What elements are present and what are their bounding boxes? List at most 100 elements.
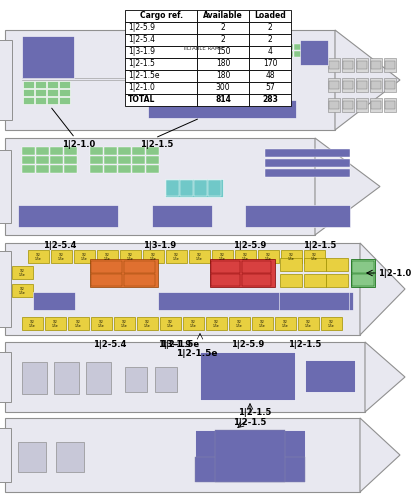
- Bar: [50, 156, 63, 164]
- Text: 1|3-1.9: 1|3-1.9: [158, 340, 191, 349]
- Bar: [124, 274, 155, 286]
- Bar: [18, 442, 46, 472]
- Bar: [294, 51, 305, 57]
- Bar: [0, 150, 11, 223]
- Bar: [152, 205, 212, 227]
- Bar: [91, 317, 112, 330]
- Bar: [47, 89, 58, 96]
- Bar: [35, 97, 46, 104]
- Bar: [174, 44, 185, 50]
- Bar: [186, 44, 197, 50]
- Text: 1|2-1.5e: 1|2-1.5e: [176, 349, 218, 358]
- Bar: [304, 258, 326, 271]
- Text: 1|2
1.5e: 1|2 1.5e: [28, 320, 35, 328]
- Bar: [352, 274, 374, 286]
- Bar: [114, 317, 135, 330]
- Bar: [329, 61, 339, 69]
- Bar: [384, 78, 396, 92]
- Bar: [118, 147, 131, 155]
- Text: 1|2
1.5e: 1|2 1.5e: [52, 320, 58, 328]
- Text: 1|2-1.0: 1|2-1.0: [378, 268, 411, 278]
- Bar: [90, 156, 103, 164]
- Bar: [5, 30, 335, 130]
- Text: 1|2-5.4: 1|2-5.4: [128, 36, 155, 44]
- Bar: [328, 58, 340, 72]
- Text: 2: 2: [268, 24, 272, 32]
- Bar: [143, 250, 164, 263]
- Text: 1|2
1.5e: 1|2 1.5e: [144, 320, 150, 328]
- Bar: [104, 165, 117, 173]
- Text: 1|2-1.5e: 1|2-1.5e: [160, 340, 199, 349]
- Bar: [158, 292, 353, 310]
- Text: 1|2
1.5e: 1|2 1.5e: [282, 320, 288, 328]
- Bar: [210, 44, 221, 50]
- Bar: [137, 317, 158, 330]
- Bar: [47, 81, 58, 88]
- Bar: [12, 266, 33, 279]
- Bar: [118, 156, 131, 164]
- Text: 170: 170: [263, 60, 277, 68]
- Bar: [249, 46, 291, 58]
- Bar: [246, 44, 257, 50]
- Bar: [270, 44, 281, 50]
- Text: Cargo ref.: Cargo ref.: [140, 12, 183, 20]
- Bar: [45, 317, 66, 330]
- Bar: [212, 250, 233, 263]
- Bar: [249, 34, 291, 46]
- Bar: [305, 360, 355, 392]
- Bar: [356, 98, 368, 112]
- Bar: [211, 261, 240, 273]
- Bar: [197, 10, 249, 22]
- Bar: [298, 317, 319, 330]
- Bar: [35, 81, 46, 88]
- Bar: [280, 258, 302, 271]
- Text: 1|2
1.5e: 1|2 1.5e: [287, 252, 295, 262]
- Text: 1|2-1.5e: 1|2-1.5e: [128, 72, 160, 80]
- Bar: [343, 81, 353, 89]
- Bar: [64, 156, 77, 164]
- Bar: [321, 317, 342, 330]
- Bar: [166, 250, 187, 263]
- Bar: [162, 51, 173, 57]
- Bar: [165, 179, 223, 197]
- Text: 1|2
1.5e: 1|2 1.5e: [173, 252, 179, 262]
- Polygon shape: [360, 418, 400, 492]
- Text: 1|2
1.5e: 1|2 1.5e: [103, 252, 110, 262]
- Bar: [198, 44, 209, 50]
- Bar: [242, 261, 271, 273]
- Bar: [258, 250, 279, 263]
- Bar: [234, 51, 245, 57]
- Bar: [90, 147, 103, 155]
- Bar: [282, 44, 293, 50]
- Bar: [229, 317, 250, 330]
- Bar: [371, 61, 381, 69]
- Text: Loaded: Loaded: [254, 12, 286, 20]
- Bar: [249, 22, 291, 34]
- Bar: [23, 97, 34, 104]
- Bar: [23, 81, 34, 88]
- Bar: [125, 34, 197, 46]
- Bar: [235, 250, 256, 263]
- Bar: [249, 82, 291, 94]
- Bar: [174, 51, 185, 57]
- Bar: [36, 156, 49, 164]
- Bar: [343, 101, 353, 109]
- Bar: [245, 205, 350, 227]
- Bar: [300, 40, 328, 65]
- Text: 4: 4: [268, 48, 272, 56]
- Text: 1|2
1.5e: 1|2 1.5e: [310, 252, 317, 262]
- Bar: [51, 250, 72, 263]
- Text: 1|2
1.5e: 1|2 1.5e: [18, 268, 26, 278]
- Bar: [0, 40, 12, 120]
- Text: 1|2
1.5e: 1|2 1.5e: [328, 320, 334, 328]
- Bar: [59, 81, 70, 88]
- Text: 1|2-1.5: 1|2-1.5: [288, 340, 322, 349]
- Bar: [197, 58, 249, 70]
- Text: 2: 2: [221, 36, 225, 44]
- Bar: [234, 44, 245, 50]
- Text: 48: 48: [265, 72, 275, 80]
- Bar: [35, 89, 46, 96]
- Bar: [197, 46, 249, 58]
- Bar: [56, 442, 84, 472]
- Bar: [12, 284, 33, 297]
